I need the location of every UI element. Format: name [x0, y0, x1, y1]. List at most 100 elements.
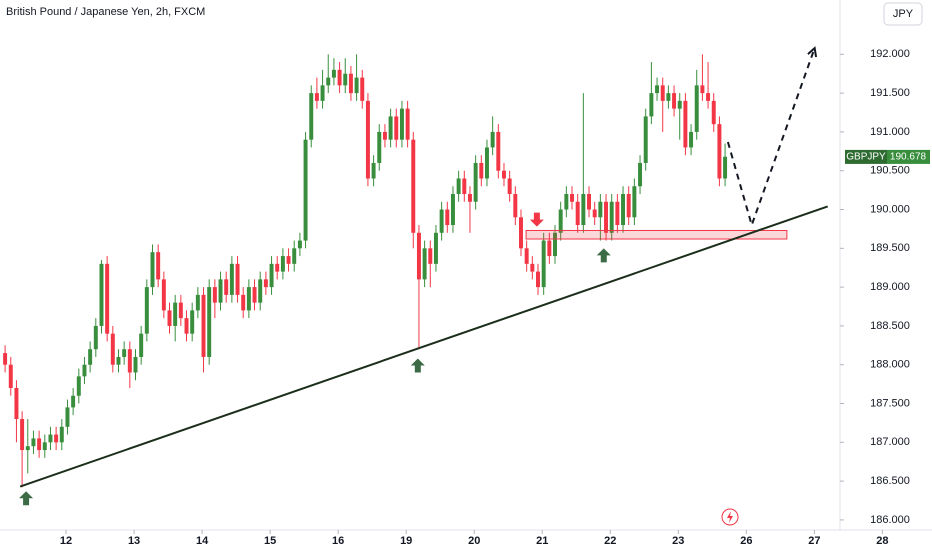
- candle-body: [570, 193, 574, 202]
- candle-body: [258, 279, 263, 303]
- candle-body: [88, 349, 93, 365]
- candle-body: [581, 193, 586, 226]
- candle-body: [399, 108, 404, 140]
- candle-body: [609, 201, 614, 233]
- y-tick-label: 190.500: [870, 165, 910, 177]
- candle-body: [587, 193, 592, 210]
- candle-body: [467, 193, 472, 202]
- y-tick-label: 188.500: [870, 320, 910, 332]
- y-tick-label: 187.000: [870, 436, 910, 448]
- candle-body: [144, 287, 149, 334]
- candle-body: [218, 279, 223, 303]
- x-tick-label: 12: [60, 535, 72, 547]
- candle-body: [484, 147, 489, 179]
- candle-body: [286, 256, 291, 264]
- candle-body: [360, 77, 365, 101]
- candle-body: [161, 279, 166, 311]
- candle-body: [48, 434, 53, 443]
- candle-body: [479, 162, 484, 179]
- candle-body: [139, 333, 144, 357]
- candle-body: [683, 100, 688, 148]
- projection: [726, 47, 816, 229]
- candle-body: [416, 232, 421, 280]
- y-tick-label: 186.500: [870, 475, 910, 487]
- x-tick-label: 28: [876, 535, 888, 547]
- candle-body: [156, 252, 161, 280]
- candle-body: [666, 93, 671, 101]
- candle-body: [76, 376, 81, 396]
- candle-body: [558, 209, 563, 233]
- candle-body: [649, 93, 654, 117]
- candle-body: [621, 193, 626, 226]
- candle-body: [331, 69, 336, 78]
- candle-body: [564, 193, 569, 210]
- candle-body: [167, 310, 172, 326]
- x-tick-label: 26: [740, 535, 752, 547]
- candle-body: [229, 263, 234, 295]
- price-label: 190.678: [890, 152, 927, 163]
- y-tick-label: 186.000: [870, 514, 910, 526]
- x-tick-label: 22: [604, 535, 616, 547]
- candle-body: [201, 294, 206, 357]
- candle-body: [490, 131, 495, 148]
- candle-body: [450, 193, 455, 226]
- candle-body: [263, 279, 268, 288]
- candle-body: [3, 353, 8, 365]
- symbol-label: GBPJPY: [846, 152, 886, 163]
- plot: [3, 46, 829, 506]
- candle-body: [501, 170, 506, 179]
- y-tick-label: 187.500: [870, 397, 910, 409]
- projection-head: [807, 46, 818, 58]
- candle-body: [388, 116, 393, 140]
- candle-body: [405, 108, 410, 140]
- candle-body: [173, 302, 178, 326]
- candle-body: [519, 217, 523, 249]
- x-tick-label: 16: [332, 535, 344, 547]
- y-tick-label: 189.500: [870, 242, 910, 254]
- candle-body: [275, 263, 280, 272]
- candle-body: [507, 178, 512, 194]
- currency-button[interactable]: [883, 2, 923, 26]
- x-tick-label: 14: [196, 535, 209, 547]
- candle-body: [626, 193, 631, 218]
- candle-body: [445, 209, 450, 226]
- candle-body: [20, 419, 25, 451]
- candle-body: [365, 100, 370, 179]
- symbol-badge: [845, 149, 887, 164]
- candle-body: [65, 407, 70, 427]
- candle-body: [224, 279, 229, 295]
- candle-body: [71, 395, 76, 408]
- y-tick-label: 191.500: [870, 87, 910, 99]
- candle-body: [439, 209, 444, 233]
- candle-body: [309, 93, 314, 140]
- up-arrow: [596, 248, 611, 263]
- candle-body: [411, 139, 416, 233]
- candle-body: [269, 263, 274, 288]
- candle-body: [25, 446, 30, 451]
- candle-body: [706, 93, 711, 101]
- currency-label[interactable]: JPY: [893, 8, 914, 20]
- candle-body: [655, 85, 660, 94]
- down-arrow: [529, 212, 544, 227]
- x-tick-label: 19: [400, 535, 412, 547]
- candle-body: [694, 85, 699, 132]
- candle-body: [280, 256, 285, 272]
- candle-body: [462, 178, 467, 194]
- candle-body: [337, 69, 342, 86]
- candle-body: [513, 193, 518, 218]
- candle-body: [122, 349, 127, 357]
- y-tick-label: 190.000: [870, 203, 910, 215]
- events-icon[interactable]: [721, 508, 739, 526]
- candle-body: [82, 364, 87, 377]
- candle-body: [105, 263, 110, 334]
- trendline: [19, 205, 829, 488]
- y-tick-label: 192.000: [870, 48, 910, 60]
- candle-body: [428, 248, 433, 264]
- candle-body: [326, 77, 331, 86]
- candle-body: [394, 116, 399, 140]
- candle-body: [422, 248, 427, 280]
- candle-body: [178, 302, 183, 319]
- candle-body: [524, 248, 529, 264]
- candle-body: [541, 240, 546, 288]
